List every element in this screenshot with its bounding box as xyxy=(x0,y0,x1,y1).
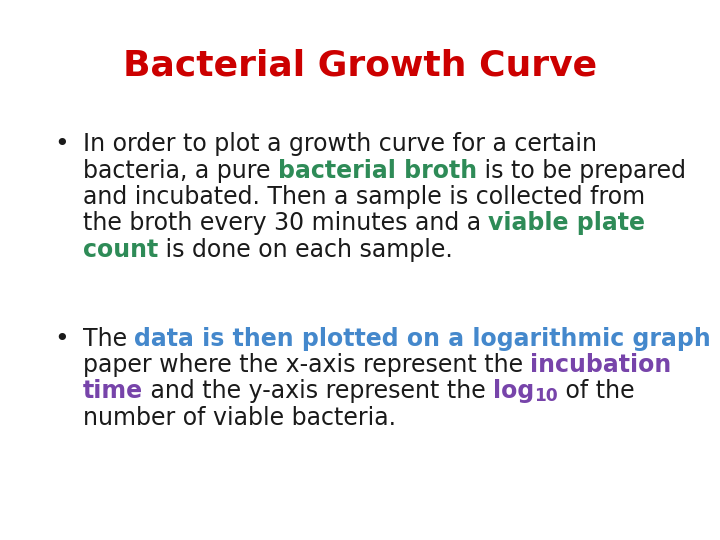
Text: and the y-axis represent the: and the y-axis represent the xyxy=(143,380,493,403)
Text: •: • xyxy=(54,132,68,156)
Text: paper where the x-axis represent the: paper where the x-axis represent the xyxy=(83,353,531,377)
Text: of the: of the xyxy=(558,380,635,403)
Text: data is then plotted on a logarithmic graph: data is then plotted on a logarithmic gr… xyxy=(135,327,711,350)
Text: viable plate: viable plate xyxy=(488,211,645,235)
Text: number of viable bacteria.: number of viable bacteria. xyxy=(83,406,396,430)
Text: and incubated. Then a sample is collected from: and incubated. Then a sample is collecte… xyxy=(83,185,645,209)
Text: count: count xyxy=(83,238,158,262)
Text: 10: 10 xyxy=(534,387,558,405)
Text: is done on each sample.: is done on each sample. xyxy=(158,238,453,262)
Text: Bacterial Growth Curve: Bacterial Growth Curve xyxy=(123,49,597,83)
Text: In order to plot a growth curve for a certain: In order to plot a growth curve for a ce… xyxy=(83,132,597,156)
Text: is to be prepared: is to be prepared xyxy=(477,159,686,183)
Text: the broth every 30 minutes and a: the broth every 30 minutes and a xyxy=(83,211,488,235)
Text: The: The xyxy=(83,327,135,350)
Text: bacterial broth: bacterial broth xyxy=(278,159,477,183)
Text: time: time xyxy=(83,380,143,403)
Text: incubation: incubation xyxy=(531,353,672,377)
Text: •: • xyxy=(54,327,68,350)
Text: log: log xyxy=(493,380,534,403)
Text: bacteria, a pure: bacteria, a pure xyxy=(83,159,278,183)
